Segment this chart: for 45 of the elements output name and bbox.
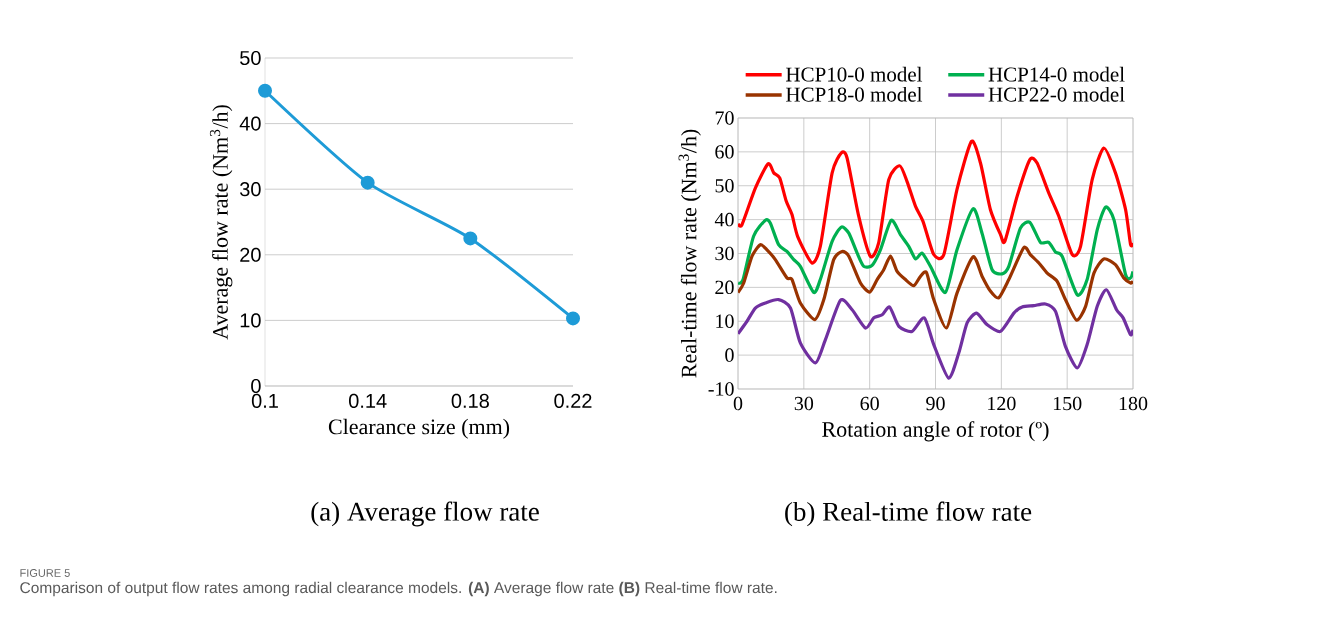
y-tick-label: 60	[715, 145, 734, 159]
text: Comparison of output flow rates among radial clearance models. (A) Average flow rate (B) Real-time flow rate.	[20, 581, 777, 597]
y-axis-title: Average flow rate (Nm$^{3}$/h)	[209, 105, 233, 340]
legend-label: HCP18-0 model	[786, 86, 923, 102]
x-axis-title: Clearance size (mm)	[328, 418, 510, 439]
y-tick-label: 50	[715, 179, 734, 193]
point	[360, 175, 375, 190]
y-tick-label: 50	[240, 50, 261, 66]
y-tick-label: 20	[240, 247, 261, 262]
y-axis-title: Real-time flow rate (Nm$^{3}$/h)	[678, 129, 701, 378]
text: (b) Real-time flow rate	[785, 501, 1032, 527]
x-tick-label: 60	[860, 396, 879, 411]
y-tick-label: 70	[715, 111, 734, 125]
point	[463, 231, 478, 246]
x-tick-label: 0.1	[251, 393, 278, 408]
point	[566, 311, 581, 326]
x-tick-label: 150	[1053, 396, 1082, 411]
y-tick-label: 0	[725, 348, 734, 362]
point	[258, 83, 273, 98]
x-tick-label: 0.22	[554, 393, 592, 408]
line-series	[738, 243, 1133, 330]
y-tick-label: 30	[240, 182, 261, 197]
y-tick-label: 0	[251, 378, 261, 394]
x-tick-label: 90	[926, 396, 945, 411]
y-tick-label: 40	[714, 212, 734, 227]
legend-label: HCP10-0 model	[786, 66, 923, 82]
y-tick-label: 10	[240, 313, 261, 328]
line-series	[738, 205, 1133, 297]
x-tick-label: 30	[794, 396, 814, 411]
y-tick-label: 40	[239, 116, 261, 131]
y-tick-label: 30	[715, 246, 734, 261]
line-series	[738, 288, 1133, 380]
y-tick-label: -10	[708, 382, 734, 396]
x-tick-label: 0.14	[349, 393, 387, 408]
x-axis-title: Rotation angle of rotor (º)	[822, 421, 1049, 442]
y-tick-label: 10	[716, 314, 734, 328]
x-tick-label: 180	[1119, 396, 1148, 411]
caption: FIGURE 5	[20, 569, 70, 577]
line-series	[738, 139, 1133, 265]
x-tick-label: 120	[988, 396, 1016, 411]
legend-label: HCP22-0 model	[988, 86, 1125, 102]
legend-label: HCP14-0 model	[988, 66, 1125, 82]
y-tick-label: 20	[715, 280, 734, 295]
text: (a) Average flow rate	[311, 501, 539, 527]
x-tick-label: 0.18	[451, 393, 489, 408]
